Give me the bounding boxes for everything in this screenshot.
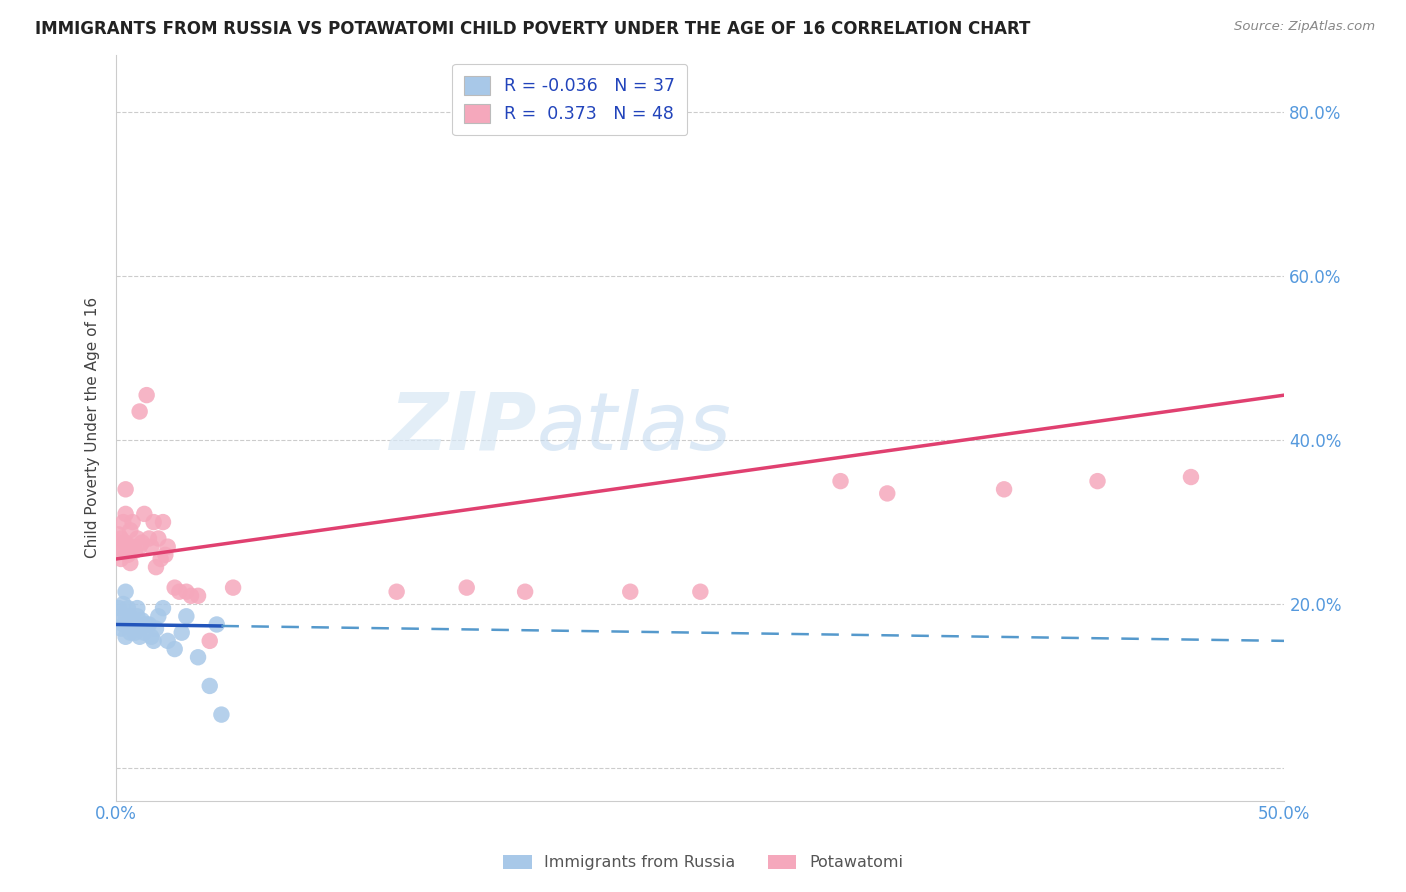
Legend: R = -0.036   N = 37, R =  0.373   N = 48: R = -0.036 N = 37, R = 0.373 N = 48 bbox=[453, 64, 688, 136]
Point bbox=[107, 540, 129, 554]
Point bbox=[180, 589, 202, 603]
Point bbox=[121, 540, 143, 554]
Point bbox=[209, 707, 232, 722]
Point bbox=[117, 548, 139, 562]
Point bbox=[135, 388, 157, 402]
Point bbox=[110, 609, 132, 624]
Point bbox=[107, 527, 129, 541]
Point bbox=[110, 622, 132, 636]
Point bbox=[138, 532, 160, 546]
Point bbox=[120, 609, 142, 624]
Point bbox=[619, 584, 641, 599]
Point bbox=[114, 507, 136, 521]
Point bbox=[121, 614, 143, 628]
Point bbox=[117, 617, 139, 632]
Point bbox=[163, 642, 186, 657]
Point bbox=[121, 515, 143, 529]
Point bbox=[152, 515, 174, 529]
Point bbox=[128, 540, 150, 554]
Text: Source: ZipAtlas.com: Source: ZipAtlas.com bbox=[1234, 20, 1375, 33]
Point bbox=[456, 581, 478, 595]
Point bbox=[124, 543, 146, 558]
Point bbox=[142, 633, 165, 648]
Point bbox=[114, 584, 136, 599]
Point bbox=[117, 601, 139, 615]
Point bbox=[114, 609, 136, 624]
Point bbox=[127, 532, 149, 546]
Point bbox=[156, 540, 179, 554]
Point bbox=[187, 589, 209, 603]
Point bbox=[112, 543, 135, 558]
Point bbox=[145, 622, 167, 636]
Point bbox=[120, 523, 142, 537]
Point bbox=[141, 630, 163, 644]
Point bbox=[152, 601, 174, 615]
Point bbox=[1180, 470, 1202, 484]
Point bbox=[117, 540, 139, 554]
Point bbox=[107, 601, 129, 615]
Point bbox=[114, 483, 136, 497]
Point bbox=[114, 535, 136, 549]
Point bbox=[148, 532, 170, 546]
Point bbox=[176, 609, 198, 624]
Point bbox=[112, 617, 135, 632]
Legend: Immigrants from Russia, Potawatomi: Immigrants from Russia, Potawatomi bbox=[496, 848, 910, 877]
Point bbox=[513, 584, 536, 599]
Point bbox=[187, 650, 209, 665]
Point bbox=[138, 617, 160, 632]
Point bbox=[127, 609, 149, 624]
Point bbox=[689, 584, 711, 599]
Point bbox=[198, 679, 221, 693]
Point bbox=[134, 625, 156, 640]
Point bbox=[830, 474, 852, 488]
Point bbox=[145, 560, 167, 574]
Point bbox=[205, 617, 228, 632]
Point bbox=[131, 614, 153, 628]
Point bbox=[141, 540, 163, 554]
Point bbox=[198, 633, 221, 648]
Point bbox=[993, 483, 1015, 497]
Point bbox=[110, 532, 132, 546]
Point bbox=[114, 630, 136, 644]
Point bbox=[385, 584, 408, 599]
Point bbox=[128, 404, 150, 418]
Point bbox=[176, 584, 198, 599]
Text: IMMIGRANTS FROM RUSSIA VS POTAWATOMI CHILD POVERTY UNDER THE AGE OF 16 CORRELATI: IMMIGRANTS FROM RUSSIA VS POTAWATOMI CHI… bbox=[35, 20, 1031, 37]
Point bbox=[1087, 474, 1109, 488]
Point bbox=[110, 552, 132, 566]
Point bbox=[876, 486, 898, 500]
Point bbox=[131, 535, 153, 549]
Point bbox=[170, 625, 193, 640]
Point bbox=[148, 609, 170, 624]
Point bbox=[156, 633, 179, 648]
Point bbox=[134, 507, 156, 521]
Text: atlas: atlas bbox=[537, 389, 731, 467]
Point bbox=[120, 625, 142, 640]
Point bbox=[112, 597, 135, 611]
Point bbox=[127, 601, 149, 615]
Point bbox=[120, 556, 142, 570]
Point bbox=[222, 581, 245, 595]
Point bbox=[135, 617, 157, 632]
Point bbox=[128, 622, 150, 636]
Point bbox=[142, 515, 165, 529]
Point bbox=[169, 584, 191, 599]
Point bbox=[124, 625, 146, 640]
Point bbox=[155, 548, 177, 562]
Point bbox=[163, 581, 186, 595]
Point bbox=[121, 622, 143, 636]
Point bbox=[124, 617, 146, 632]
Text: ZIP: ZIP bbox=[389, 389, 537, 467]
Y-axis label: Child Poverty Under the Age of 16: Child Poverty Under the Age of 16 bbox=[86, 297, 100, 558]
Point bbox=[149, 552, 172, 566]
Point bbox=[128, 630, 150, 644]
Point bbox=[112, 515, 135, 529]
